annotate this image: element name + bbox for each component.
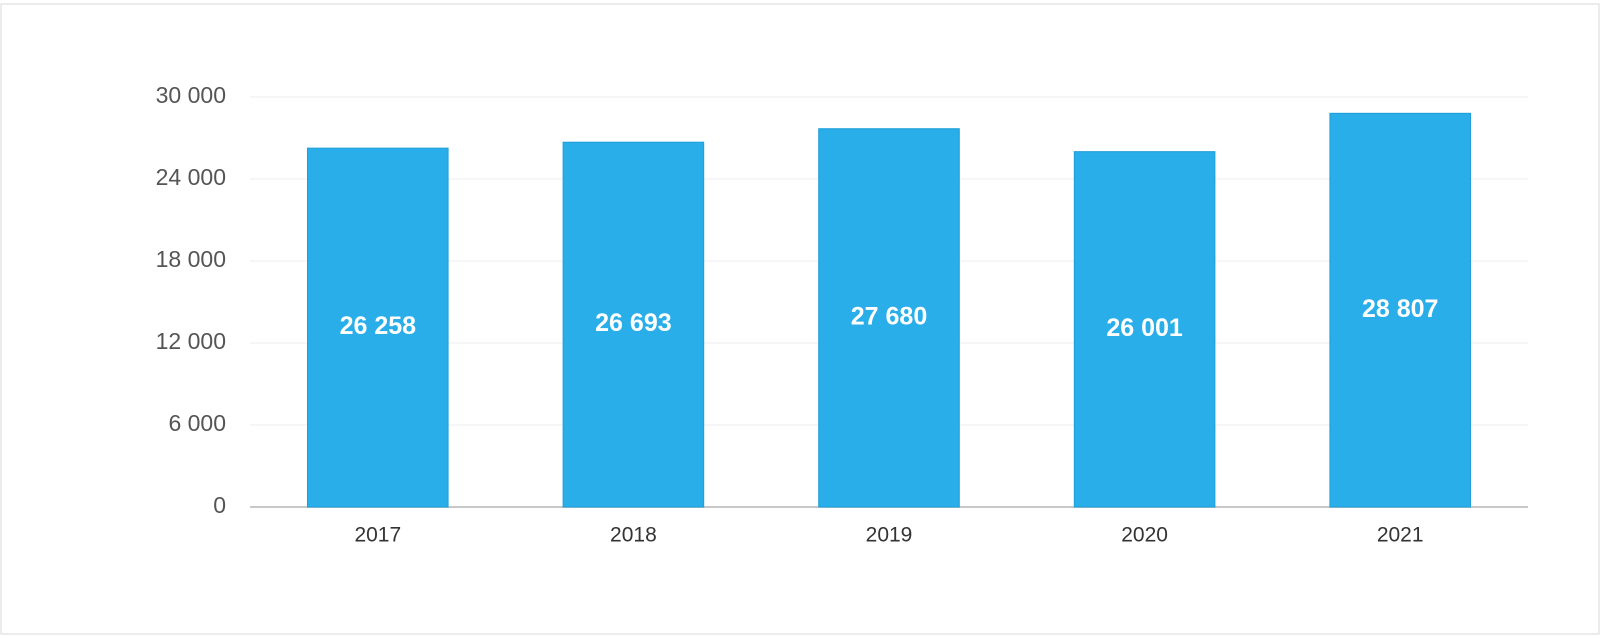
bar [1073,151,1216,508]
x-tick-label: 2020 [1121,524,1168,547]
value-label: 26 001 [1106,314,1183,342]
y-tick-label: 24 000 [156,164,226,190]
bar [307,147,449,508]
bar [1329,112,1471,508]
y-tick-label: 30 000 [156,82,226,108]
x-tick-label: 2021 [1377,524,1424,547]
x-tick-label: 2017 [354,524,401,547]
y-tick-label: 0 [213,492,226,518]
x-tick-label: 2019 [866,524,913,547]
value-label: 26 693 [595,309,671,337]
value-label: 26 258 [340,312,417,340]
y-tick-label: 18 000 [156,246,226,272]
y-tick-label: 12 000 [156,328,226,354]
value-label: 27 680 [851,302,927,330]
bar [562,141,705,508]
y-tick-label: 6 000 [168,410,226,436]
value-label: 28 807 [1362,295,1438,323]
x-tick-label: 2018 [610,524,657,547]
bar [818,128,960,508]
